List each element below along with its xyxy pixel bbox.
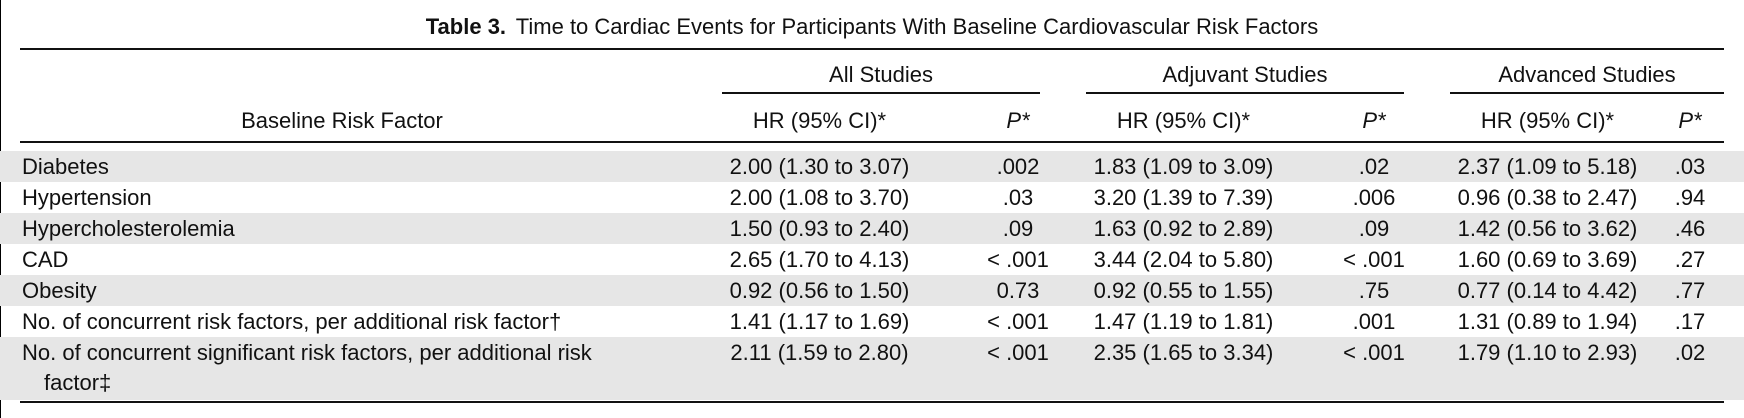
all-p-cell: .03 (1002, 185, 1034, 210)
all-hr-cell: 1.50 (0.93 to 2.40) (729, 216, 910, 241)
risk-factor-cell: Hypertension (22, 185, 152, 210)
row-shading (0, 275, 1744, 306)
adjuvant-hr-cell: 3.44 (2.04 to 5.80) (1093, 247, 1274, 272)
group-underline-adjuvant-studies (1086, 92, 1404, 94)
table-caption: Table 3. Time to Cardiac Events for Part… (0, 12, 1744, 42)
risk-factor-cell: Hypercholesterolemia (22, 216, 235, 241)
adjuvant-hr-cell: 0.92 (0.55 to 1.55) (1093, 278, 1274, 303)
adjuvant-p-cell: .001 (1352, 309, 1396, 334)
all-p-cell: < .001 (987, 247, 1049, 272)
column-header-adjuvant-hr: HR (95% CI)* (1116, 108, 1251, 133)
adjuvant-p-cell: < .001 (1343, 340, 1405, 365)
adjuvant-hr-cell: 1.63 (0.92 to 2.89) (1093, 216, 1274, 241)
risk-factor-text: No. of concurrent significant risk facto… (22, 340, 592, 365)
risk-factor-cell: Obesity (22, 278, 97, 303)
table-label: Table 3. (425, 14, 507, 39)
column-header-advanced-hr: HR (95% CI)* (1480, 108, 1615, 133)
column-header-advanced-p: P* (1678, 108, 1702, 133)
advanced-p-cell: .94 (1674, 185, 1706, 210)
group-underline-all-studies (722, 92, 1040, 94)
bottom-rule (20, 401, 1724, 403)
all-p-cell: < .001 (987, 340, 1049, 365)
column-header-adjuvant-p: P* (1362, 108, 1386, 133)
all-p-cell: .09 (1002, 216, 1034, 241)
column-header-risk-factor: Baseline Risk Factor (241, 108, 443, 133)
advanced-p-cell: .02 (1674, 340, 1706, 365)
row-shading (0, 337, 1744, 400)
page-left-border (0, 0, 1, 418)
header-rule (20, 141, 1724, 143)
risk-factor-cell: No. of concurrent significant risk facto… (22, 338, 662, 398)
all-hr-cell: 2.00 (1.08 to 3.70) (729, 185, 910, 210)
advanced-hr-cell: 1.42 (0.56 to 3.62) (1457, 216, 1638, 241)
advanced-hr-cell: 0.96 (0.38 to 2.47) (1457, 185, 1638, 210)
group-header-all-studies: All Studies (829, 62, 933, 87)
column-header-all-p: P* (1006, 108, 1030, 133)
adjuvant-p-cell: < .001 (1343, 247, 1405, 272)
adjuvant-hr-cell: 1.47 (1.19 to 1.81) (1093, 309, 1274, 334)
all-p-cell: 0.73 (996, 278, 1040, 303)
advanced-hr-cell: 1.79 (1.10 to 2.93) (1457, 340, 1638, 365)
risk-factor-text-continued: factor‡ (44, 370, 112, 395)
advanced-hr-cell: 1.60 (0.69 to 3.69) (1457, 247, 1638, 272)
advanced-hr-cell: 1.31 (0.89 to 1.94) (1457, 309, 1638, 334)
adjuvant-hr-cell: 3.20 (1.39 to 7.39) (1093, 185, 1274, 210)
adjuvant-p-cell: .02 (1358, 154, 1390, 179)
all-hr-cell: 0.92 (0.56 to 1.50) (729, 278, 910, 303)
advanced-hr-cell: 2.37 (1.09 to 5.18) (1457, 154, 1638, 179)
all-hr-cell: 2.00 (1.30 to 3.07) (729, 154, 910, 179)
row-shading (0, 151, 1744, 182)
adjuvant-hr-cell: 2.35 (1.65 to 3.34) (1093, 340, 1274, 365)
top-rule (20, 48, 1724, 50)
advanced-hr-cell: 0.77 (0.14 to 4.42) (1457, 278, 1638, 303)
all-hr-cell: 2.11 (1.59 to 2.80) (730, 340, 909, 365)
advanced-p-cell: .46 (1674, 216, 1706, 241)
adjuvant-hr-cell: 1.83 (1.09 to 3.09) (1093, 154, 1274, 179)
all-hr-cell: 1.41 (1.17 to 1.69) (729, 309, 910, 334)
risk-factor-cell: No. of concurrent risk factors, per addi… (22, 309, 562, 334)
advanced-p-cell: .27 (1674, 247, 1706, 272)
adjuvant-p-cell: .09 (1358, 216, 1390, 241)
advanced-p-cell: .03 (1674, 154, 1706, 179)
column-header-all-hr: HR (95% CI)* (752, 108, 887, 133)
advanced-p-cell: .77 (1674, 278, 1706, 303)
risk-factor-cell: Diabetes (22, 154, 109, 179)
group-header-advanced-studies: Advanced Studies (1498, 62, 1676, 87)
adjuvant-p-cell: .006 (1352, 185, 1396, 210)
all-p-cell: < .001 (987, 309, 1049, 334)
advanced-p-cell: .17 (1674, 309, 1706, 334)
table-title: Time to Cardiac Events for Participants … (515, 14, 1319, 39)
all-hr-cell: 2.65 (1.70 to 4.13) (729, 247, 910, 272)
all-p-cell: .002 (996, 154, 1040, 179)
adjuvant-p-cell: .75 (1358, 278, 1390, 303)
risk-factor-cell: CAD (22, 247, 69, 272)
group-header-adjuvant-studies: Adjuvant Studies (1162, 62, 1328, 87)
group-underline-advanced-studies (1450, 92, 1724, 94)
row-shading (0, 213, 1744, 244)
